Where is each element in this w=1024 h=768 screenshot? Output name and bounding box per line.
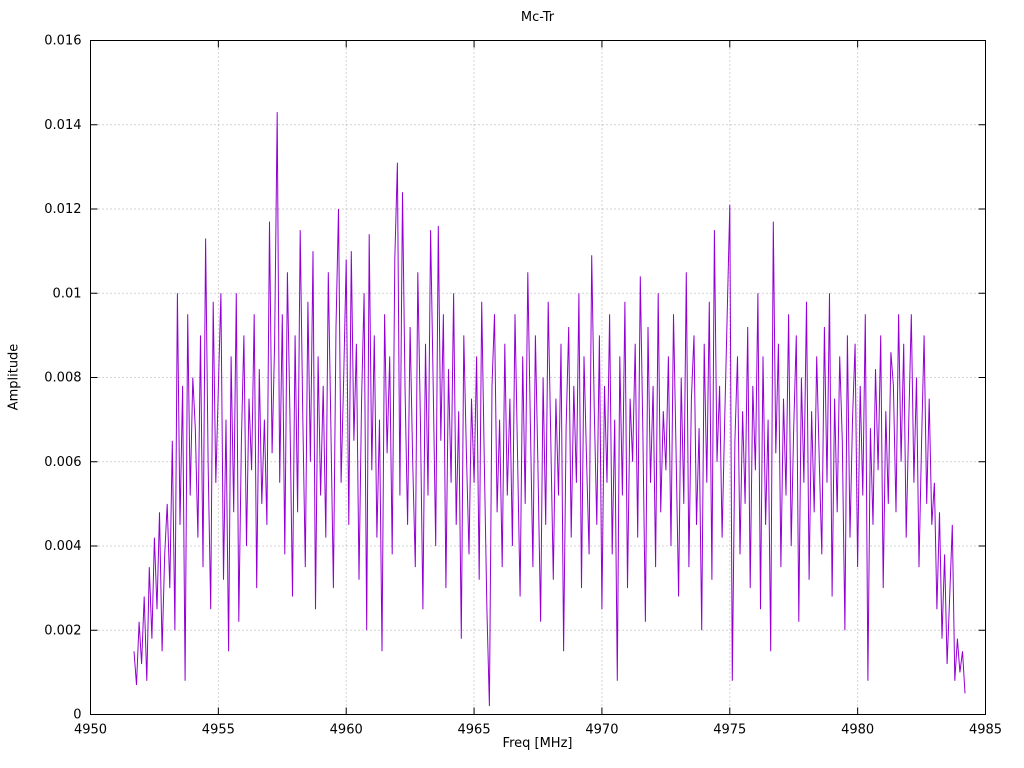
- y-tick-label: 0.004: [44, 539, 81, 554]
- plot-border: [90, 40, 986, 715]
- x-tick-label: 4975: [713, 723, 746, 738]
- y-tick-label: 0.008: [44, 371, 81, 386]
- y-tick-label: 0.01: [53, 286, 82, 301]
- x-tick-label: 4950: [74, 723, 107, 738]
- y-tick-label: 0.016: [44, 34, 81, 49]
- chart-title: Mc-Tr: [520, 10, 555, 25]
- y-tick-label: 0.012: [44, 202, 81, 217]
- y-tick-label: 0.014: [44, 118, 81, 133]
- y-tick-label: 0.006: [44, 455, 81, 470]
- x-tick-label: 4970: [585, 723, 618, 738]
- x-axis-label: Freq [MHz]: [502, 736, 573, 751]
- x-tick-label: 4955: [202, 723, 235, 738]
- x-tick-label: 4960: [330, 723, 363, 738]
- y-tick-label: 0.002: [44, 623, 81, 638]
- spectrum-trace: [133, 112, 966, 707]
- y-tick-label: 0: [73, 708, 81, 723]
- x-tick-label: 4965: [458, 723, 491, 738]
- x-tick-label: 4980: [841, 723, 874, 738]
- x-tick-label: 4985: [969, 723, 1002, 738]
